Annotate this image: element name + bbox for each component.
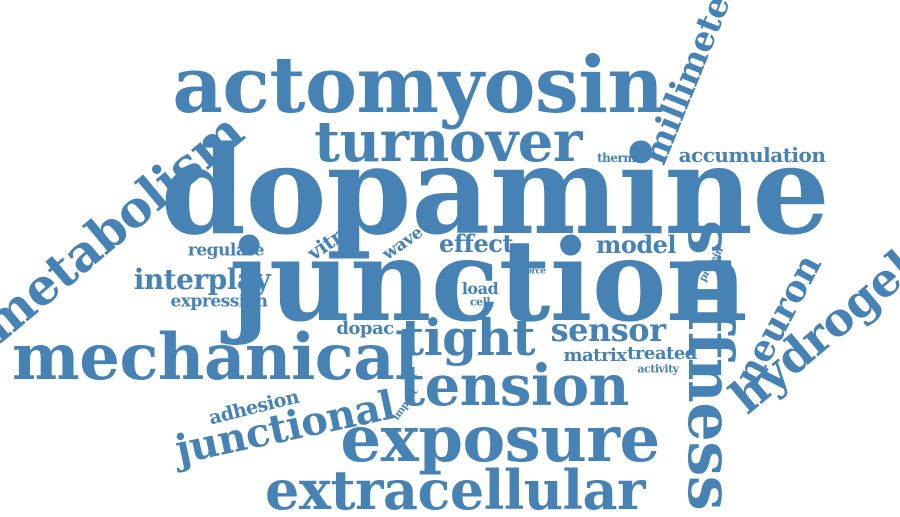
word-activity: activity [637, 362, 679, 376]
word-load: load [461, 279, 499, 298]
word-turnover: turnover [314, 109, 582, 175]
word-accumulation: accumulation [678, 143, 826, 167]
word-dopamine: dopamine [160, 118, 830, 262]
word-dopac: dopac [336, 318, 394, 339]
word-junction: junction [229, 216, 748, 347]
word-model: model [595, 230, 677, 259]
word-regulate: regulate [187, 240, 265, 261]
word-interplay: interplay [133, 263, 271, 296]
word-mechanical: mechanical [12, 320, 419, 395]
word-matrix: matrix [563, 345, 627, 366]
word-exposure: exposure [340, 402, 660, 477]
word-treated: treated [627, 343, 697, 364]
word-sensor: sensor [550, 311, 666, 349]
word-tension: tension [399, 353, 629, 419]
word-thermal: thermal [597, 151, 647, 165]
word-force: force [522, 266, 546, 277]
word-effect: effect [439, 229, 513, 258]
word-extracellular: extracellular [265, 458, 645, 517]
word-actomyosin: actomyosin [172, 40, 664, 131]
word-cell: cell [469, 295, 491, 309]
word-tight: tight [401, 308, 536, 367]
word-expression: expression [170, 291, 268, 312]
